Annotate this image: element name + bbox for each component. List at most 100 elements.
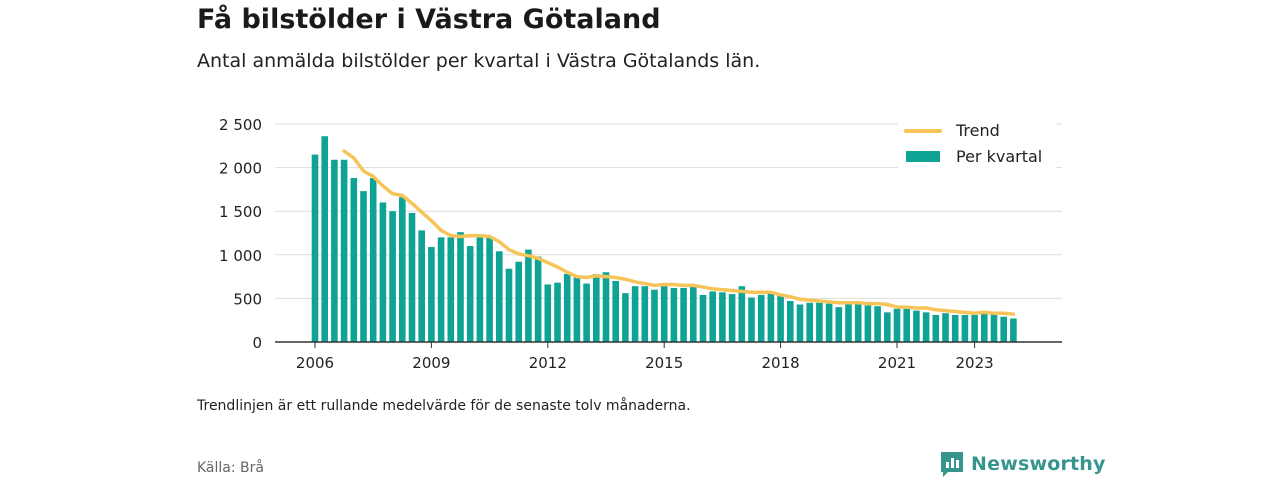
y-tick-label: 1 500 [219, 203, 262, 221]
bar [331, 159, 338, 342]
y-tick-label: 1 000 [219, 247, 262, 265]
bar [631, 286, 639, 342]
x-tick-label: 2006 [296, 354, 334, 372]
bar [311, 154, 319, 342]
bar [447, 237, 455, 342]
bar-chart: 0 500 1 000 1 500 2 000 2 500 2006 2009 2012 201… [219, 116, 1062, 372]
y-tick-label: 0 [252, 334, 262, 352]
bar [340, 159, 348, 342]
legend-bar-swatch [906, 151, 940, 162]
bar [728, 294, 736, 342]
bar [437, 237, 445, 342]
bar [379, 202, 387, 342]
bar [903, 308, 910, 342]
bar [360, 191, 367, 342]
bar [806, 302, 813, 342]
bar [787, 301, 794, 342]
bar [971, 314, 978, 342]
bar [399, 197, 406, 342]
legend-bar-label: Per kvartal [956, 147, 1042, 166]
bar [757, 294, 765, 342]
x-tick-label: 2012 [529, 354, 567, 372]
bar [748, 297, 755, 342]
trend-line [342, 149, 1016, 316]
bar [1000, 316, 1007, 342]
bar [350, 178, 358, 342]
bar-series [311, 136, 1017, 342]
bar [1010, 318, 1017, 342]
newsworthy-logo-icon [941, 452, 963, 477]
bar [922, 312, 930, 342]
legend: Trend Per kvartal [898, 118, 1056, 174]
x-tick-label: 2015 [645, 354, 683, 372]
legend-background [898, 118, 1056, 174]
bar [505, 268, 513, 342]
bar [893, 308, 901, 342]
x-tick-label: 2018 [762, 354, 800, 372]
bar [321, 136, 328, 342]
bar [544, 284, 552, 342]
legend-trend-label: Trend [955, 121, 1000, 140]
bar [476, 237, 484, 342]
bar [709, 291, 716, 342]
bar [767, 293, 775, 342]
trend-series [342, 149, 1016, 316]
bar [418, 230, 425, 342]
bar [486, 237, 493, 342]
bar [835, 307, 843, 342]
bar [554, 282, 561, 342]
bar [428, 246, 435, 342]
bar [874, 306, 881, 342]
bar [738, 286, 746, 342]
y-tick-label: 500 [233, 290, 262, 308]
bar [408, 212, 416, 342]
bar [981, 313, 988, 342]
bar [602, 272, 610, 342]
bar [525, 249, 532, 342]
bar [680, 287, 687, 342]
bar [457, 232, 464, 342]
bar [854, 303, 862, 342]
bar [612, 280, 619, 342]
bar [651, 289, 658, 342]
chart-note: Trendlinjen är ett rullande medelvärde f… [197, 398, 691, 414]
bar [699, 294, 707, 342]
bar [951, 314, 959, 342]
bar [884, 312, 891, 342]
y-tick-label: 2 500 [219, 116, 262, 134]
bar [961, 314, 969, 342]
bar [593, 273, 600, 342]
bar [660, 286, 668, 342]
source-label: Källa: Brå [197, 460, 264, 476]
bar [719, 292, 726, 342]
bar [777, 294, 784, 342]
bar [690, 287, 697, 342]
x-tick-label: 2023 [956, 354, 994, 372]
bar [932, 314, 940, 342]
bar [825, 303, 833, 342]
bar [583, 283, 590, 342]
bar [515, 261, 522, 342]
bar [496, 251, 503, 342]
bar [573, 277, 581, 342]
bar [466, 246, 474, 342]
bar [942, 313, 949, 342]
bar [990, 314, 998, 342]
brand-name: Newsworthy [971, 453, 1106, 475]
x-tick-label: 2009 [412, 354, 450, 372]
bar [816, 302, 823, 342]
axes: 2006 2009 2012 2015 2018 2021 2023 [275, 341, 1062, 372]
bar [534, 256, 542, 342]
chart-subtitle: Antal anmälda bilstölder per kvartal i V… [197, 50, 761, 72]
bar [563, 273, 571, 342]
bar [796, 304, 804, 342]
bar [864, 305, 872, 342]
y-tick-label: 2 000 [219, 160, 262, 178]
bar [389, 211, 396, 342]
bar [622, 293, 629, 342]
bar [641, 286, 649, 342]
x-tick-label: 2021 [878, 354, 916, 372]
bar [913, 310, 920, 342]
newsworthy-logo[interactable]: Newsworthy [939, 450, 1106, 478]
